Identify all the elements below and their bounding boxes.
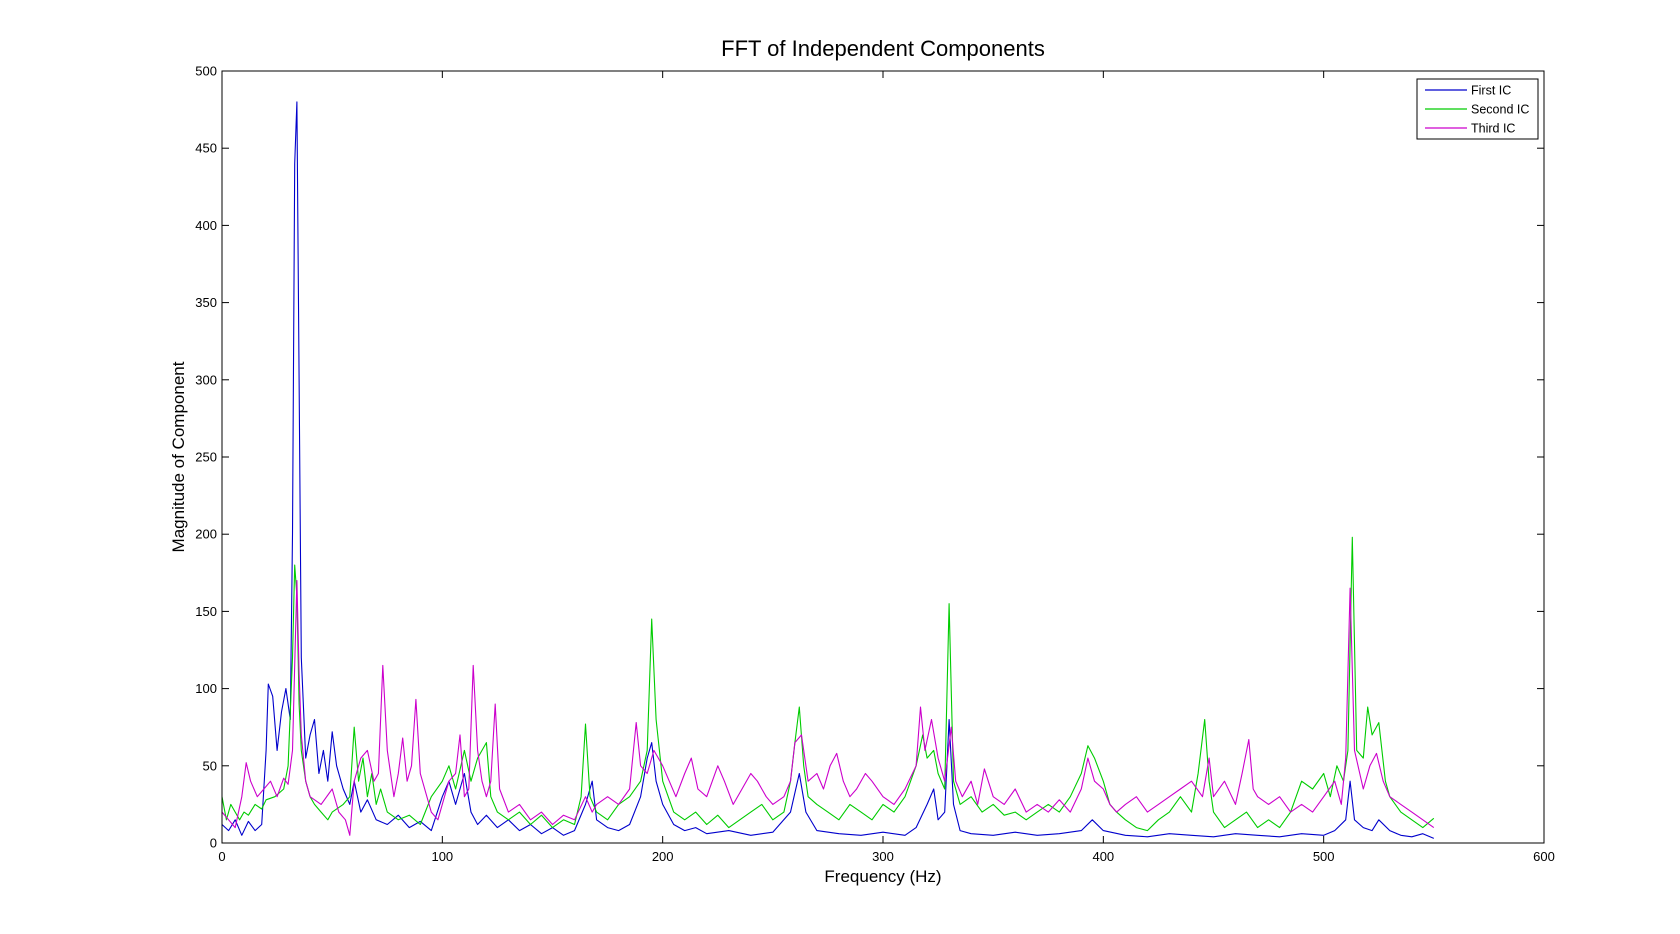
x-tick-label: 600	[1533, 849, 1555, 864]
ticks-layer: 0 100 200 300 400 500 600 0 50 100 150 200 250 300 350…	[195, 64, 1555, 865]
x-axis-label: Frequency (Hz)	[824, 867, 941, 886]
x-tick-label: 400	[1092, 849, 1114, 864]
legend-entry: Third IC	[1471, 122, 1515, 136]
series-line-2	[221, 536, 1435, 832]
y-tick-label: 200	[195, 527, 217, 542]
series-line-1	[221, 101, 1435, 839]
legend-entry: First IC	[1471, 84, 1511, 98]
series-line-3	[221, 579, 1435, 836]
chart-title: FFT of Independent Components	[721, 36, 1045, 61]
y-tick-label: 450	[195, 141, 217, 156]
y-tick-label: 0	[210, 836, 217, 851]
y-tick-label: 250	[195, 450, 217, 465]
legend: First IC Second IC Third IC	[1416, 78, 1539, 140]
x-tick-label: 300	[872, 849, 894, 864]
x-tick-label: 500	[1313, 849, 1335, 864]
y-tick-label: 350	[195, 295, 217, 310]
series-layer	[221, 101, 1435, 839]
x-tick-label: 0	[218, 849, 225, 864]
y-tick-label: 500	[195, 64, 217, 79]
y-axis-label: Magnitude of Component	[169, 361, 188, 552]
plot-area	[222, 71, 1544, 843]
y-tick-label: 50	[203, 758, 217, 773]
x-tick-label: 200	[652, 849, 674, 864]
y-tick-label: 400	[195, 218, 217, 233]
legend-entry: Second IC	[1471, 103, 1529, 117]
y-tick-label: 300	[195, 372, 217, 387]
y-tick-label: 150	[195, 604, 217, 619]
y-tick-label: 100	[195, 681, 217, 696]
x-tick-label: 100	[431, 849, 453, 864]
